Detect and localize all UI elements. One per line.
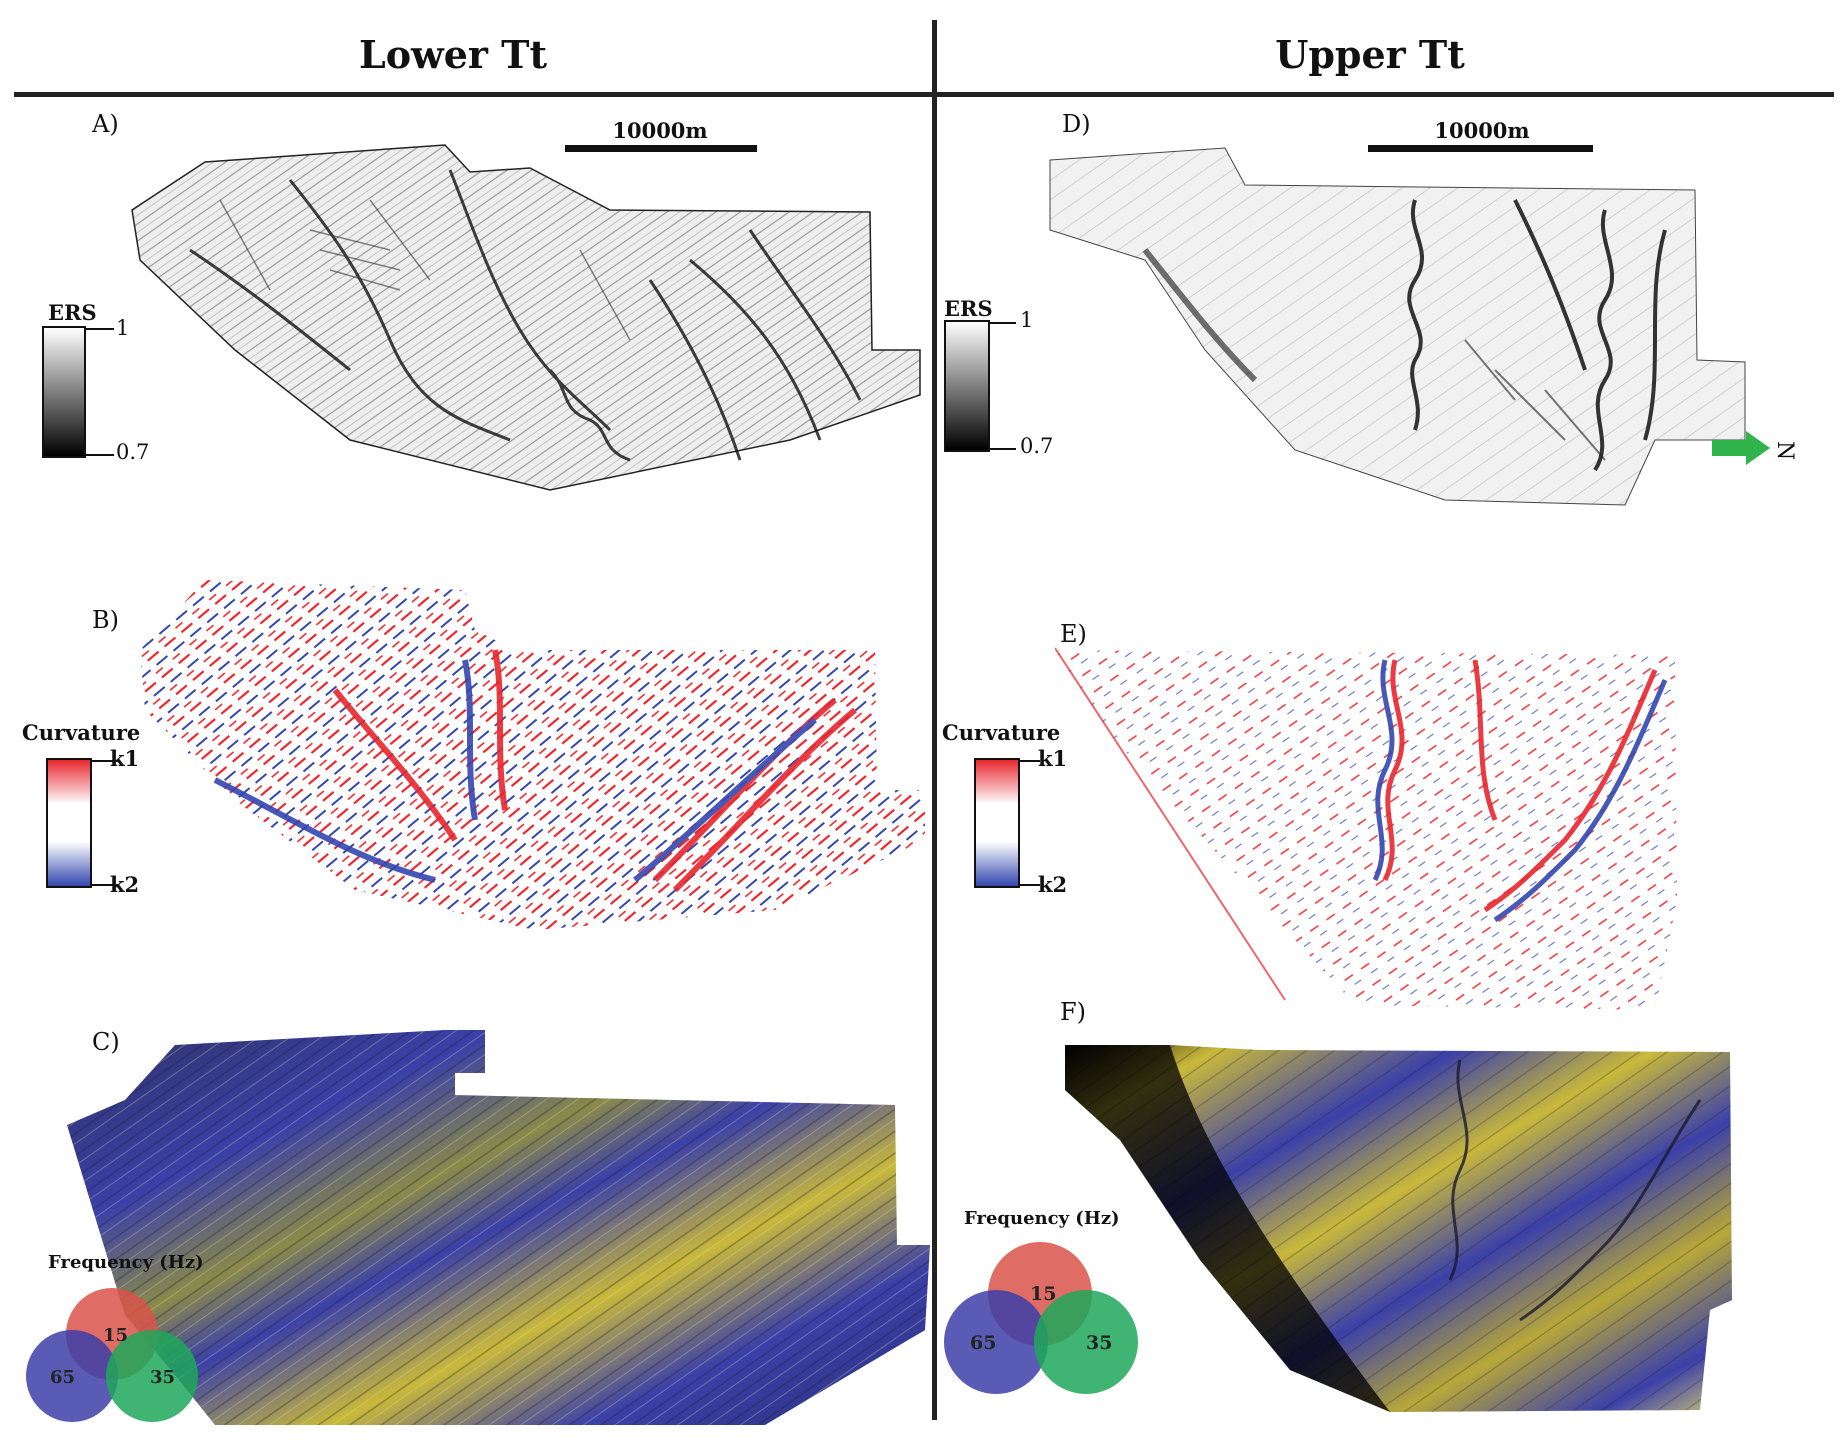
curvature-legend-k1-right: k1 bbox=[1038, 746, 1068, 771]
panel-label-e: E) bbox=[1060, 620, 1087, 648]
frequency-legend-title-right: Frequency (Hz) bbox=[964, 1208, 1120, 1229]
ers-legend-min-left: 0.7 bbox=[116, 440, 150, 464]
ers-legend-title-left: ERS bbox=[48, 300, 97, 325]
frequency-legend-title-left: Frequency (Hz) bbox=[48, 1252, 204, 1273]
venn-green-label-right: 35 bbox=[1086, 1332, 1112, 1354]
rgb-blend-map-lower bbox=[67, 1030, 930, 1425]
ers-colorbar-right bbox=[944, 320, 990, 452]
ers-map-upper bbox=[1049, 147, 1746, 506]
frequency-venn-right: 15 65 35 bbox=[944, 1242, 1138, 1394]
venn-red-label-left: 15 bbox=[103, 1325, 128, 1346]
curvature-colorbar-right bbox=[974, 758, 1020, 888]
panel-label-c: C) bbox=[92, 1028, 120, 1056]
curvature-legend-title-left: Curvature bbox=[22, 720, 141, 745]
ers-map-lower bbox=[131, 144, 921, 491]
panel-label-f: F) bbox=[1060, 998, 1087, 1026]
ers-legend-title-right: ERS bbox=[944, 296, 993, 321]
scale-bar-label-right: 10000m bbox=[1434, 118, 1530, 143]
curvature-tick-top-right bbox=[1018, 760, 1040, 762]
scale-bar-left bbox=[565, 145, 757, 152]
ers-tick-top-right bbox=[988, 322, 1016, 324]
panel-label-b: B) bbox=[92, 606, 119, 634]
ers-colorbar-left bbox=[42, 326, 86, 458]
ers-legend-max-left: 1 bbox=[116, 316, 130, 340]
venn-red-label-right: 15 bbox=[1030, 1283, 1056, 1305]
venn-blue-circle-left bbox=[26, 1330, 118, 1422]
venn-blue-label-right: 65 bbox=[970, 1332, 996, 1354]
panel-label-a: A) bbox=[92, 110, 119, 138]
left-column-title: Lower Tt bbox=[358, 32, 548, 77]
ers-legend-min-right: 0.7 bbox=[1020, 434, 1054, 458]
right-column-title: Upper Tt bbox=[1275, 32, 1465, 77]
curvature-map-lower bbox=[140, 580, 925, 930]
venn-green-circle-left bbox=[106, 1330, 198, 1422]
scale-bar-right bbox=[1368, 145, 1593, 152]
curvature-legend-title-right: Curvature bbox=[942, 720, 1061, 745]
ers-tick-top-left bbox=[84, 328, 114, 330]
rgb-blend-map-upper bbox=[1065, 1045, 1732, 1412]
header-divider bbox=[14, 92, 1834, 97]
ers-tick-bottom-left bbox=[84, 454, 114, 456]
scale-bar-label-left: 10000m bbox=[612, 118, 708, 143]
frequency-venn-left: 15 65 35 bbox=[26, 1288, 198, 1422]
curvature-tick-bottom-left bbox=[90, 884, 118, 886]
curvature-legend-k1-left: k1 bbox=[110, 746, 140, 771]
north-arrow: N bbox=[1712, 431, 1797, 465]
venn-blue-circle-right bbox=[944, 1290, 1048, 1394]
north-arrow-icon bbox=[1712, 431, 1770, 465]
curvature-legend-k2-right: k2 bbox=[1038, 872, 1068, 897]
panel-label-d: D) bbox=[1062, 110, 1091, 138]
ers-legend-max-right: 1 bbox=[1020, 308, 1034, 332]
venn-green-label-left: 35 bbox=[150, 1367, 175, 1388]
curvature-tick-top-left bbox=[90, 760, 118, 762]
north-arrow-label: N bbox=[1772, 441, 1797, 460]
column-divider bbox=[932, 20, 937, 1420]
curvature-map-upper bbox=[1055, 647, 1677, 1010]
venn-blue-label-left: 65 bbox=[50, 1367, 75, 1388]
curvature-colorbar-left bbox=[46, 758, 92, 888]
ers-tick-bottom-right bbox=[988, 448, 1016, 450]
curvature-legend-k2-left: k2 bbox=[110, 872, 140, 897]
venn-green-circle-right bbox=[1034, 1290, 1138, 1394]
curvature-tick-bottom-right bbox=[1018, 884, 1040, 886]
